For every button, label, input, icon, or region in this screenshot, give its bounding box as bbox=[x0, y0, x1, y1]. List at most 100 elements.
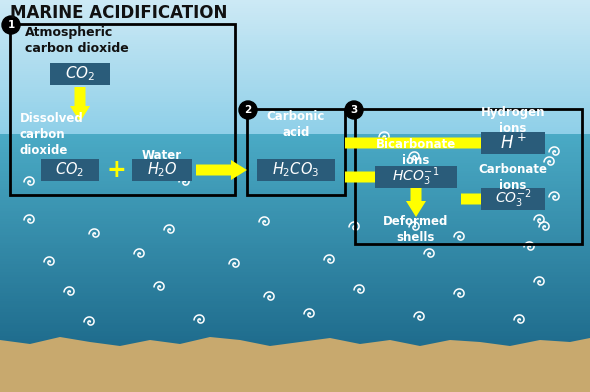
Bar bbox=[0, 331, 590, 333]
Bar bbox=[0, 62, 590, 64]
Text: Deformed
shells: Deformed shells bbox=[384, 214, 448, 243]
Text: 3: 3 bbox=[350, 105, 358, 115]
Bar bbox=[0, 80, 590, 82]
Text: $HCO_3^{-1}$: $HCO_3^{-1}$ bbox=[392, 166, 440, 188]
Polygon shape bbox=[345, 133, 540, 153]
Bar bbox=[0, 235, 590, 237]
Bar bbox=[0, 42, 590, 44]
Bar bbox=[0, 211, 590, 213]
Bar bbox=[0, 141, 590, 144]
Bar bbox=[0, 176, 590, 179]
Bar bbox=[0, 344, 590, 347]
Bar bbox=[0, 136, 590, 139]
Bar bbox=[0, 307, 590, 309]
Bar bbox=[0, 245, 590, 248]
Bar bbox=[0, 173, 590, 176]
Bar bbox=[0, 189, 590, 192]
Bar bbox=[10, 24, 235, 195]
Bar bbox=[0, 37, 590, 40]
Bar bbox=[481, 188, 545, 210]
Bar bbox=[0, 113, 590, 116]
Bar bbox=[0, 107, 590, 109]
Bar bbox=[0, 4, 590, 6]
Text: Carbonic
acid: Carbonic acid bbox=[267, 109, 325, 138]
Bar bbox=[0, 192, 590, 195]
Bar bbox=[0, 339, 590, 341]
Bar bbox=[132, 159, 192, 181]
Bar bbox=[0, 261, 590, 264]
Bar bbox=[0, 15, 590, 17]
Text: $CO_2$: $CO_2$ bbox=[65, 65, 95, 83]
Bar bbox=[0, 179, 590, 181]
Bar bbox=[0, 58, 590, 60]
Bar bbox=[0, 243, 590, 245]
Bar bbox=[0, 328, 590, 331]
Bar bbox=[0, 91, 590, 93]
Bar bbox=[0, 285, 590, 288]
Bar bbox=[0, 227, 590, 229]
Bar bbox=[0, 253, 590, 256]
Bar bbox=[0, 118, 590, 120]
Circle shape bbox=[345, 101, 363, 119]
Bar bbox=[0, 299, 590, 301]
Bar bbox=[0, 301, 590, 304]
Bar bbox=[0, 197, 590, 200]
Bar bbox=[0, 131, 590, 134]
Bar bbox=[0, 155, 590, 157]
Bar bbox=[0, 127, 590, 129]
Bar bbox=[0, 60, 590, 62]
Bar bbox=[0, 232, 590, 235]
Bar bbox=[0, 248, 590, 251]
Text: Carbonate
ions: Carbonate ions bbox=[478, 163, 548, 192]
Bar bbox=[0, 160, 590, 163]
Bar bbox=[0, 46, 590, 49]
Bar bbox=[0, 89, 590, 91]
Bar bbox=[0, 277, 590, 280]
Bar bbox=[0, 251, 590, 253]
Text: Water: Water bbox=[142, 149, 182, 162]
Bar bbox=[0, 2, 590, 4]
Bar bbox=[0, 31, 590, 33]
Text: Bicarbonate
ions: Bicarbonate ions bbox=[376, 138, 456, 167]
Bar bbox=[0, 64, 590, 67]
Bar bbox=[0, 264, 590, 267]
Bar bbox=[0, 139, 590, 141]
Bar bbox=[0, 120, 590, 122]
Bar bbox=[0, 147, 590, 149]
Bar bbox=[0, 24, 590, 26]
Bar bbox=[0, 35, 590, 37]
Bar bbox=[0, 125, 590, 127]
Bar bbox=[0, 109, 590, 111]
Bar bbox=[0, 325, 590, 328]
Bar bbox=[0, 96, 590, 98]
Bar bbox=[0, 240, 590, 243]
Bar bbox=[0, 259, 590, 261]
Text: $CO_2$: $CO_2$ bbox=[55, 161, 84, 180]
Bar bbox=[0, 275, 590, 277]
Bar bbox=[481, 132, 545, 154]
Bar bbox=[0, 203, 590, 205]
Bar bbox=[0, 320, 590, 323]
Bar bbox=[0, 184, 590, 187]
Bar bbox=[0, 51, 590, 53]
Text: 2: 2 bbox=[244, 105, 251, 115]
Bar bbox=[0, 93, 590, 96]
Bar bbox=[0, 237, 590, 240]
Bar bbox=[0, 168, 590, 171]
Bar bbox=[0, 78, 590, 80]
Bar bbox=[257, 159, 335, 181]
Bar bbox=[0, 75, 590, 78]
Bar bbox=[0, 224, 590, 227]
Bar bbox=[0, 152, 590, 155]
Bar bbox=[0, 336, 590, 339]
Bar bbox=[0, 33, 590, 35]
Text: $H_2CO_3$: $H_2CO_3$ bbox=[273, 161, 320, 180]
Bar bbox=[0, 208, 590, 211]
Bar bbox=[0, 272, 590, 275]
Bar bbox=[0, 163, 590, 165]
Bar bbox=[0, 53, 590, 55]
Bar bbox=[0, 293, 590, 296]
Bar bbox=[0, 102, 590, 104]
Bar bbox=[0, 200, 590, 203]
Bar bbox=[0, 309, 590, 312]
